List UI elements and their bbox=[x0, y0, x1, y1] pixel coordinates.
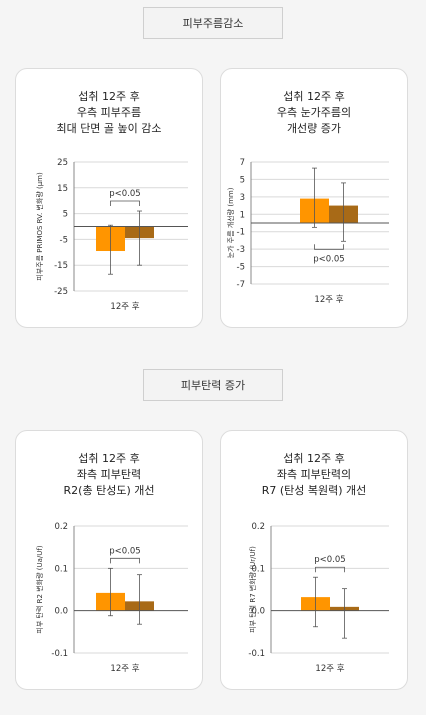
y-axis-title: 피부 탄력 R7 변화량 (Ur/Uf) bbox=[248, 546, 257, 633]
significance-bracket bbox=[110, 200, 140, 207]
x-category-label: 12주 후 bbox=[315, 664, 344, 674]
chart-title-line: 우측 눈가주름의 bbox=[276, 106, 352, 119]
chart-title-line: 개선량 증가 bbox=[286, 122, 342, 135]
significance-label: p<0.05 bbox=[109, 546, 140, 556]
chart-card-1: 섭취 12주 후 우측 피부주름 최대 단면 골 높이 감소 25 15 5 -5 -1… bbox=[15, 68, 203, 328]
chart-title-line: 섭취 12주 후 bbox=[283, 90, 345, 103]
y-tick-label: 0.2 bbox=[251, 522, 265, 532]
chart-svg: 25 15 5 -5 -15 -25 피부주름 PRIMOS RV. 변화량 (μm) p<0… bbox=[35, 158, 188, 312]
significance-label: p<0.05 bbox=[109, 189, 140, 199]
chart-card-3: 섭취 12주 후 좌측 피부탄력 R2(총 탄성도) 개선 0.2 0.1 0.0 -… bbox=[15, 430, 203, 690]
y-tick-label: 0.0 bbox=[54, 607, 68, 617]
chart-card-2: 섭취 12주 후 우측 눈가주름의 개선량 증가 7 5 3 1 -1 -3 -5 -7 눈가 … bbox=[220, 68, 408, 328]
significance-label: p<0.05 bbox=[314, 555, 345, 565]
y-tick-label: 5 bbox=[240, 175, 245, 185]
y-tick-label: -25 bbox=[54, 287, 68, 297]
chart-title-line: 섭취 12주 후 bbox=[78, 452, 140, 465]
y-tick-label: -7 bbox=[237, 280, 245, 290]
chart-card-4: 섭취 12주 후 좌측 피부탄력의 R7 (탄성 복원력) 개선 0.2 0.1 0… bbox=[220, 430, 408, 690]
y-tick-label: -5 bbox=[237, 263, 245, 273]
x-category-label: 12주 후 bbox=[314, 295, 343, 305]
y-tick-label: 1 bbox=[240, 210, 245, 220]
y-tick-label: 7 bbox=[240, 158, 245, 168]
y-tick-label: 15 bbox=[57, 184, 68, 194]
chart-svg: 0.2 0.1 0.0 -0.1 피부 탄력 R7 변화량 (Ur/Uf) p<0.05 1… bbox=[248, 522, 389, 674]
y-tick-label: -3 bbox=[237, 245, 245, 255]
y-tick-label: 0.0 bbox=[251, 607, 265, 617]
y-axis-title: 눈가 주름 개선량 (mm) bbox=[226, 187, 235, 258]
y-tick-label: 0.1 bbox=[54, 564, 68, 574]
y-tick-label: -0.1 bbox=[51, 649, 68, 659]
chart-title-line: 좌측 피부탄력 bbox=[76, 468, 142, 481]
section-tag-elasticity: 피부탄력 증가 bbox=[143, 369, 283, 401]
chart-title-line: 최대 단면 골 높이 감소 bbox=[56, 122, 162, 135]
chart-title: 섭취 12주 후 좌측 피부탄력의 R7 (탄성 복원력) 개선 bbox=[221, 451, 407, 499]
y-tick-label: -0.1 bbox=[248, 649, 265, 659]
significance-label: p<0.05 bbox=[313, 254, 344, 264]
x-category-label: 12주 후 bbox=[110, 664, 139, 674]
chart-svg: 7 5 3 1 -1 -3 -5 -7 눈가 주름 개선량 (mm) p<0.05 12주 후 bbox=[226, 158, 389, 305]
section-tag-wrinkle: 피부주름감소 bbox=[143, 7, 283, 39]
chart-title: 섭취 12주 후 우측 피부주름 최대 단면 골 높이 감소 bbox=[16, 89, 202, 137]
chart-title-line: 우측 피부주름 bbox=[76, 106, 142, 119]
y-tick-label: -1 bbox=[237, 228, 245, 238]
chart-title-line: R2(총 탄성도) 개선 bbox=[63, 484, 155, 497]
chart-title: 섭취 12주 후 우측 눈가주름의 개선량 증가 bbox=[221, 89, 407, 137]
y-axis-title: 피부 탄력 R2 변화량 (Ua/Uf) bbox=[35, 545, 44, 633]
chart-svg: 0.2 0.1 0.0 -0.1 피부 탄력 R2 변화량 (Ua/Uf) p<0.05 1… bbox=[35, 522, 188, 674]
section-label: 피부주름감소 bbox=[182, 17, 244, 30]
significance-bracket bbox=[314, 244, 344, 250]
chart-title: 섭취 12주 후 좌측 피부탄력 R2(총 탄성도) 개선 bbox=[16, 451, 202, 499]
significance-bracket bbox=[110, 557, 140, 564]
y-tick-label: 3 bbox=[240, 193, 245, 203]
y-tick-label: 0.2 bbox=[54, 522, 68, 532]
y-tick-label: 5 bbox=[63, 210, 68, 220]
x-category-label: 12주 후 bbox=[110, 302, 139, 312]
chart-title-line: 섭취 12주 후 bbox=[78, 90, 140, 103]
y-tick-label: -5 bbox=[60, 235, 68, 245]
y-tick-label: 25 bbox=[57, 158, 68, 168]
significance-bracket bbox=[315, 566, 345, 573]
y-tick-label: -15 bbox=[54, 261, 68, 271]
y-tick-label: 0.1 bbox=[251, 564, 265, 574]
chart-title-line: 섭취 12주 후 bbox=[283, 452, 345, 465]
chart-title-line: R7 (탄성 복원력) 개선 bbox=[261, 484, 367, 497]
chart-title-line: 좌측 피부탄력의 bbox=[276, 468, 352, 481]
section-label: 피부탄력 증가 bbox=[180, 379, 246, 392]
y-axis-title: 피부주름 PRIMOS RV. 변화량 (μm) bbox=[35, 172, 44, 281]
